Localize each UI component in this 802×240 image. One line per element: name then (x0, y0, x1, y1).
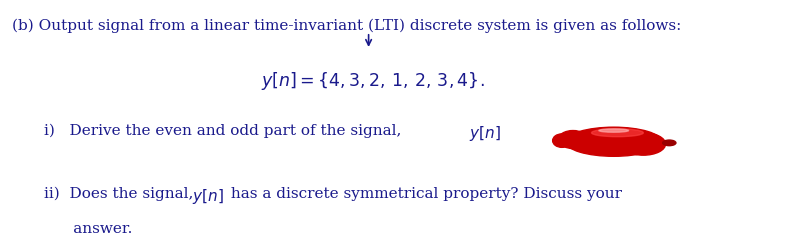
Ellipse shape (553, 134, 571, 147)
Text: $y[n]$: $y[n]$ (469, 124, 501, 143)
Ellipse shape (599, 129, 629, 132)
Text: has a discrete symmetrical property? Discuss your: has a discrete symmetrical property? Dis… (226, 186, 622, 201)
Text: i)   Derive the even and odd part of the signal,: i) Derive the even and odd part of the s… (43, 124, 406, 138)
Text: $y[n] = \{ 4,3,2,\,\underset{}{1},\,2,\,3,4\}.$: $y[n] = \{ 4,3,2,\,\underset{}{1},\,2,\,… (261, 70, 485, 92)
Text: $y[n]$: $y[n]$ (192, 186, 223, 206)
Ellipse shape (565, 127, 662, 156)
Text: answer.: answer. (43, 222, 132, 236)
Ellipse shape (621, 133, 666, 155)
Text: (b) Output signal from a linear time-invariant (LTI) discrete system is given as: (b) Output signal from a linear time-inv… (12, 18, 682, 33)
Ellipse shape (592, 129, 643, 137)
Ellipse shape (662, 140, 676, 146)
Ellipse shape (558, 131, 588, 149)
Text: ii)  Does the signal,: ii) Does the signal, (43, 186, 198, 201)
